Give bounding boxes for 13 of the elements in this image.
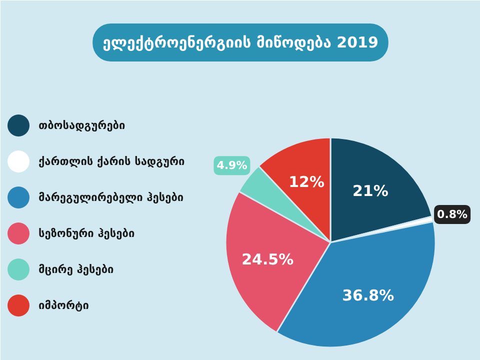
legend-label: მცირე ჰესები <box>38 263 114 276</box>
data-label: 36.8% <box>342 286 394 305</box>
legend-label: სეზონური ჰესები <box>38 227 135 240</box>
legend-label: თბოსადგურები <box>38 119 126 132</box>
data-label: 24.5% <box>242 250 294 268</box>
data-label: 4.9% <box>216 159 248 172</box>
legend-label: იმპორტი <box>38 299 89 312</box>
data-label: 21% <box>352 182 388 200</box>
legend-label: ქართლის ქარის სადგური <box>38 155 185 168</box>
data-label: 12% <box>288 172 324 191</box>
chart-title: ელექტროენერგიის მიწოდება 2019 <box>102 34 378 52</box>
legend-label: მარეგულირებელი ჰესები <box>38 191 184 204</box>
data-label: 0.8% <box>437 208 468 221</box>
